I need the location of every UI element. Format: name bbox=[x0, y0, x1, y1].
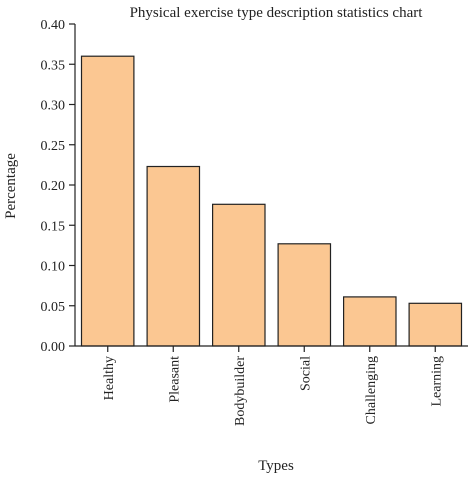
y-tick-label: 0.05 bbox=[41, 300, 66, 315]
y-tick-label: 0.10 bbox=[41, 260, 66, 275]
x-tick-label-social: Social bbox=[298, 356, 313, 391]
x-axis-label: Types bbox=[258, 458, 294, 474]
y-tick-label: 0.20 bbox=[41, 179, 66, 194]
x-tick-label-bodybuilder: Bodybuilder bbox=[233, 356, 248, 426]
bar-challenging bbox=[343, 296, 397, 347]
bar-healthy bbox=[80, 55, 135, 347]
y-tick-label: 0.35 bbox=[41, 58, 66, 73]
x-tick-label-pleasant: Pleasant bbox=[167, 356, 182, 403]
y-axis-label: Percentage bbox=[3, 153, 19, 219]
x-tick-label-learning: Learning bbox=[429, 356, 444, 407]
bars-group bbox=[80, 55, 463, 347]
y-tick-label: 0.00 bbox=[41, 340, 66, 355]
chart-title: Physical exercise type description stati… bbox=[130, 5, 424, 21]
y-axis-ticks: 0.00 0.05 0.10 0.15 0.20 0.25 0.30 0.35 0.40 bbox=[41, 18, 75, 355]
x-tick-label-healthy: Healthy bbox=[102, 356, 117, 400]
x-tick-label-challenging: Challenging bbox=[364, 356, 379, 424]
y-tick-label: 0.30 bbox=[41, 99, 66, 114]
bar-learning bbox=[408, 302, 463, 347]
bar-pleasant bbox=[146, 165, 201, 347]
x-axis-ticks: Healthy Pleasant Bodybuilder Social Challeng… bbox=[102, 346, 444, 426]
bar-bodybuilder bbox=[212, 203, 266, 347]
y-tick-label: 0.40 bbox=[41, 18, 66, 33]
bar-social bbox=[277, 243, 332, 347]
y-tick-label: 0.25 bbox=[41, 139, 66, 154]
y-tick-label: 0.15 bbox=[41, 219, 66, 234]
